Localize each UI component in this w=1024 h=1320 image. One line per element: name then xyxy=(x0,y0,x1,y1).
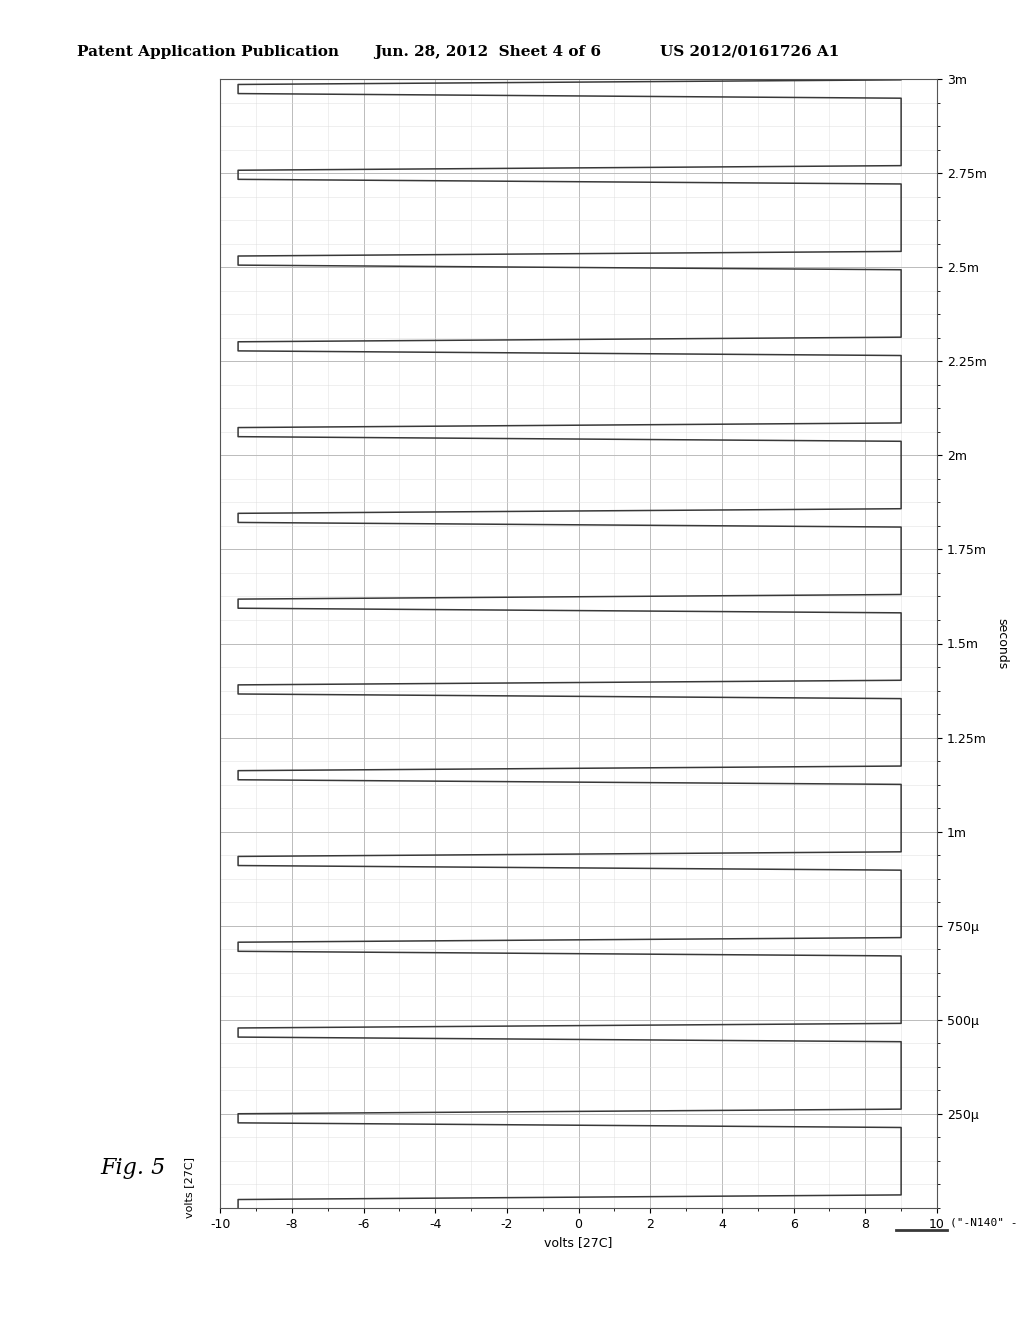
Text: Patent Application Publication: Patent Application Publication xyxy=(77,45,339,59)
Text: volts [27C]: volts [27C] xyxy=(184,1158,195,1218)
Text: US 2012/0161726 A1: US 2012/0161726 A1 xyxy=(660,45,840,59)
Y-axis label: seconds: seconds xyxy=(995,618,1008,669)
X-axis label: volts [27C]: volts [27C] xyxy=(545,1236,612,1249)
Text: ("-N140" - "Gnd"): ("-N140" - "Gnd") xyxy=(950,1217,1024,1228)
Text: Jun. 28, 2012  Sheet 4 of 6: Jun. 28, 2012 Sheet 4 of 6 xyxy=(374,45,601,59)
Text: Fig. 5: Fig. 5 xyxy=(100,1158,166,1179)
